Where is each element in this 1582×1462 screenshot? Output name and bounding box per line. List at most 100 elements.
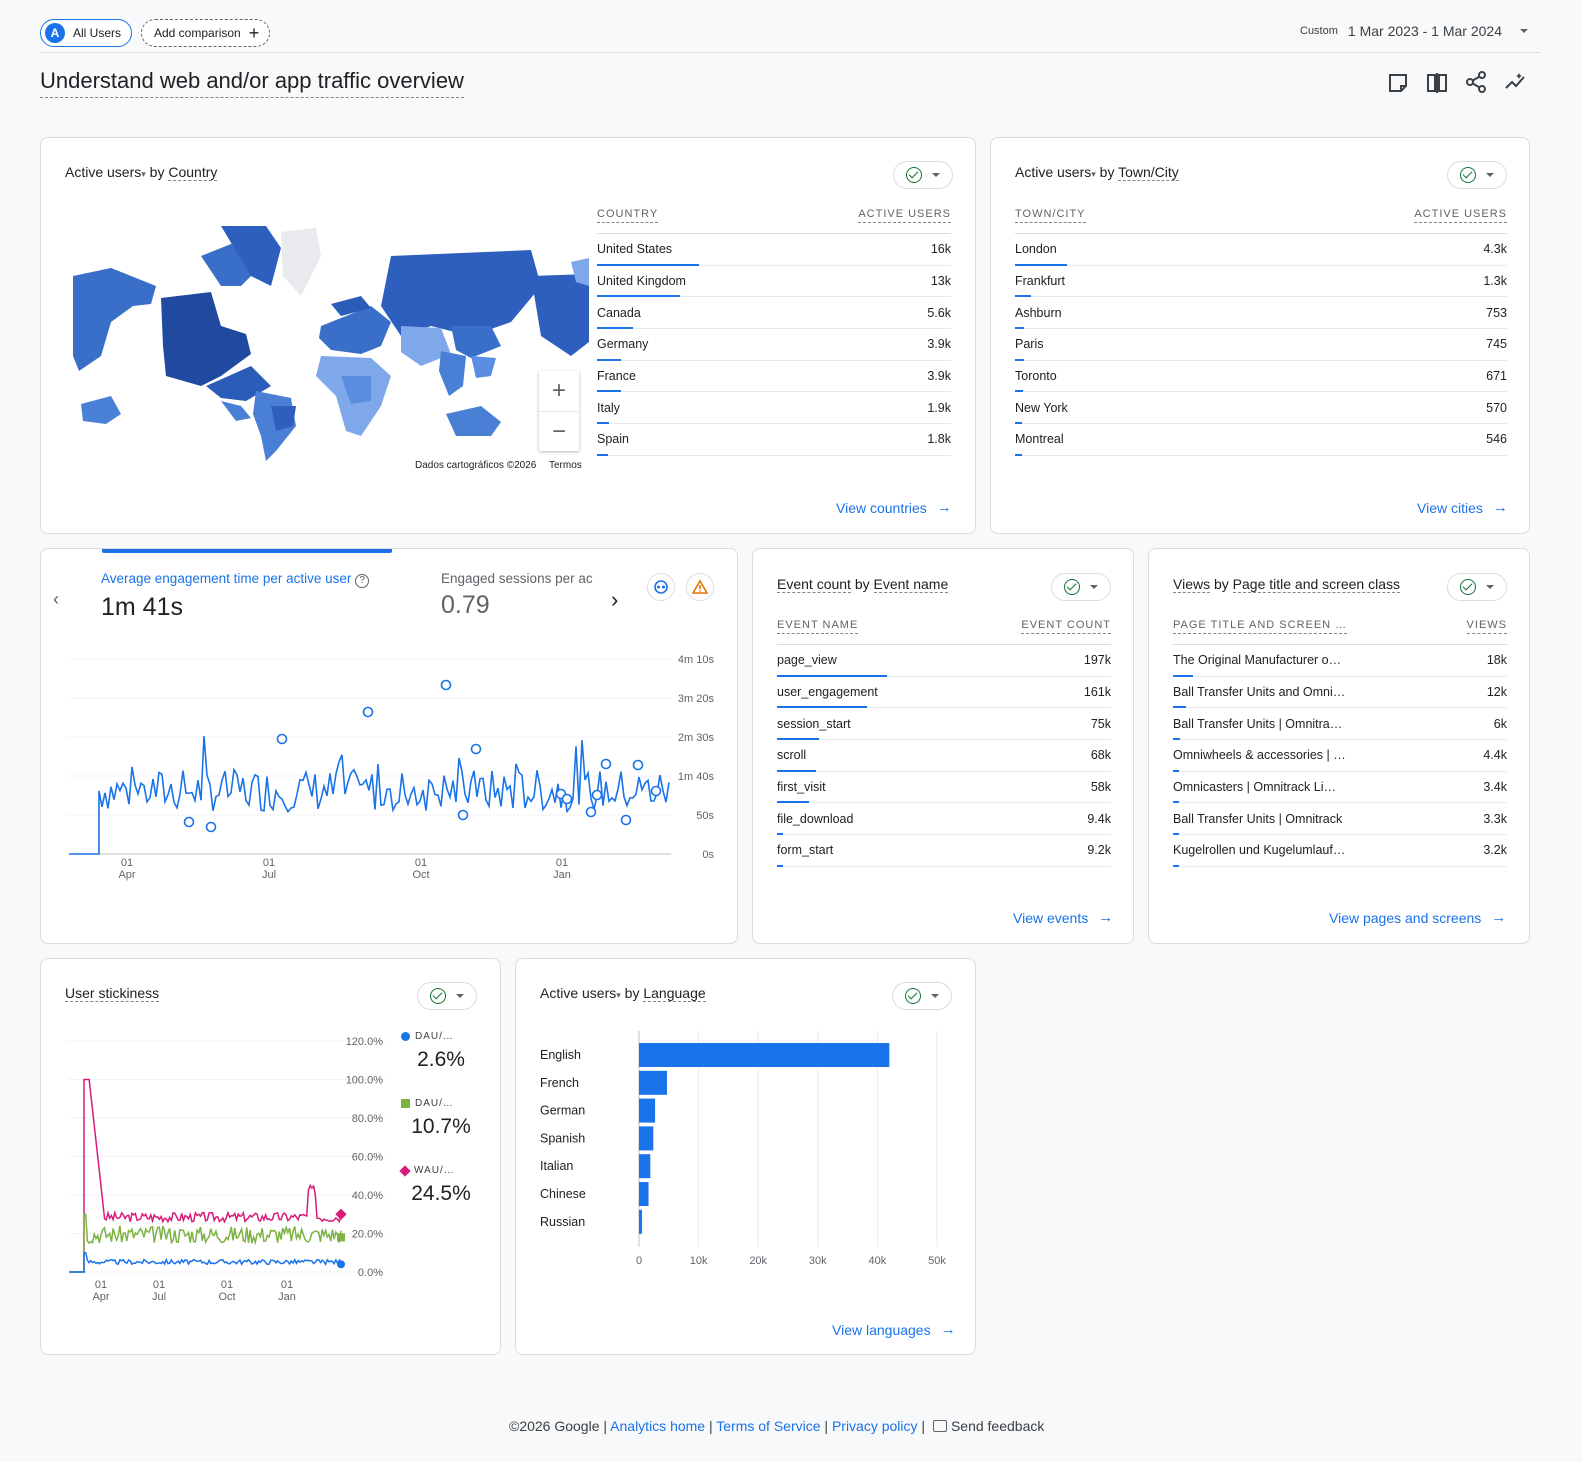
add-comparison-button[interactable]: Add comparison + (141, 19, 271, 47)
language-bar[interactable] (639, 1043, 890, 1067)
language-bar[interactable] (639, 1098, 656, 1123)
zoom-out-icon[interactable]: − (539, 411, 579, 451)
language-bar[interactable] (639, 1182, 649, 1206)
anomaly-marker[interactable] (591, 789, 603, 801)
table-row[interactable]: Italy 1.9k (597, 392, 951, 425)
footer-privacy-link[interactable]: Privacy policy (831, 1418, 918, 1434)
table-row[interactable]: Paris 745 (1015, 329, 1507, 361)
table-row[interactable]: United States 16k (597, 234, 951, 266)
stickiness-card-status[interactable] (417, 982, 477, 1010)
table-row[interactable]: session_start 75k (777, 708, 1111, 741)
metric-selector[interactable]: Active users (540, 985, 617, 1001)
dimension-selector[interactable]: Event name (873, 576, 949, 593)
table-row[interactable]: New York 570 (1015, 392, 1507, 425)
map-terms-link[interactable]: Termos (549, 460, 582, 471)
view-events-link[interactable]: View events → (1013, 909, 1113, 926)
table-row[interactable]: Kugelrollen und Kugelumlauf… 3.2k (1173, 835, 1507, 867)
table-row[interactable]: France 3.9k (597, 361, 951, 393)
anomaly-marker[interactable] (183, 816, 195, 828)
dimension-selector[interactable]: Language (643, 985, 706, 1002)
table-row[interactable]: Omniwheels & accessories | … 4.4k (1173, 740, 1507, 772)
anomaly-marker[interactable] (650, 785, 662, 797)
zoom-in-icon[interactable]: + (551, 377, 566, 404)
view-cities-link[interactable]: View cities → (1417, 499, 1508, 516)
table-row[interactable]: Spain 1.8k (597, 424, 951, 456)
col-country[interactable]: COUNTRY (597, 208, 659, 223)
table-row[interactable]: form_start 9.2k (777, 835, 1111, 867)
table-row[interactable]: Omnicasters | Omnitrack Li… 3.4k (1173, 772, 1507, 804)
col-views[interactable]: VIEWS (1466, 619, 1507, 634)
legend-item[interactable]: DAU/… 2.6% (401, 1031, 496, 1098)
chevron-right-icon[interactable]: › (611, 587, 619, 612)
view-pages-link[interactable]: View pages and screens → (1329, 909, 1506, 926)
col-page-title[interactable]: PAGE TITLE AND SCREEN … (1173, 619, 1348, 634)
footer-analytics-home-link[interactable]: Analytics home (610, 1418, 706, 1434)
pages-card-status[interactable] (1447, 573, 1507, 601)
anomaly-marker[interactable] (457, 809, 469, 821)
language-bar[interactable] (639, 1126, 654, 1151)
chevron-left-icon[interactable]: ‹ (53, 589, 59, 609)
dimension-selector[interactable]: Country (168, 164, 218, 181)
help-icon[interactable]: ? (355, 574, 370, 588)
anomaly-marker[interactable] (440, 679, 452, 691)
metric-tab-engagement-time[interactable]: Average engagement time per active user … (101, 571, 370, 622)
legend-item[interactable]: DAU/… 10.7% (401, 1098, 496, 1165)
insights-icon[interactable] (1504, 71, 1526, 93)
view-languages-link[interactable]: View languages → (832, 1321, 956, 1338)
share-icon[interactable] (1465, 71, 1487, 93)
table-row[interactable]: London 4.3k (1015, 234, 1507, 266)
anomaly-marker[interactable] (585, 806, 597, 818)
view-countries-link[interactable]: View countries → (836, 499, 952, 516)
table-row[interactable]: user_engagement 161k (777, 677, 1111, 709)
table-row[interactable]: Ball Transfer Units | Omnitrack 3.3k (1173, 803, 1507, 836)
table-row[interactable]: file_download 9.4k (777, 803, 1111, 836)
footer-terms-link[interactable]: Terms of Service (716, 1418, 821, 1434)
table-row[interactable]: scroll 68k (777, 740, 1111, 772)
city-card-status[interactable] (1447, 161, 1507, 189)
table-row[interactable]: Germany 3.9k (597, 329, 951, 361)
anomaly-marker[interactable] (276, 733, 288, 745)
language-card-status[interactable] (892, 982, 952, 1010)
anomaly-marker[interactable] (600, 758, 612, 770)
stickiness-line-chart[interactable]: 120.0%100.0%80.0%60.0%40.0%20.0%0.0%01Ap… (41, 1029, 401, 1309)
table-row[interactable]: Ball Transfer Units | Omnitra… 6k (1173, 708, 1507, 741)
legend-item[interactable]: WAU/… 24.5% (399, 1164, 496, 1232)
anomaly-marker[interactable] (205, 821, 217, 833)
table-row[interactable]: United Kingdom 13k (597, 266, 951, 298)
anomaly-icon[interactable] (647, 573, 675, 601)
table-row[interactable]: first_visit 58k (777, 772, 1111, 804)
table-row[interactable]: Canada 5.6k (597, 297, 951, 330)
anomaly-marker[interactable] (620, 814, 632, 826)
table-row[interactable]: Montreal 546 (1015, 424, 1507, 456)
warning-icon[interactable] (686, 573, 714, 601)
language-bar[interactable] (639, 1209, 642, 1234)
compare-icon[interactable] (1426, 72, 1448, 94)
metric-selector[interactable]: Views (1173, 576, 1211, 593)
language-bar[interactable] (639, 1154, 651, 1179)
anomaly-marker[interactable] (632, 759, 644, 771)
customize-report-icon[interactable] (1387, 72, 1409, 94)
metric-selector[interactable]: Active users (65, 164, 142, 180)
send-feedback-link[interactable]: Send feedback (950, 1418, 1045, 1434)
table-row[interactable]: Ball Transfer Units and Omni… 12k (1173, 677, 1507, 709)
all-users-chip[interactable]: A All Users (40, 19, 133, 47)
events-card-status[interactable] (1051, 573, 1111, 601)
dimension-selector[interactable]: Page title and screen class (1232, 576, 1400, 593)
table-row[interactable]: Ashburn 753 (1015, 297, 1507, 330)
anomaly-marker[interactable] (362, 706, 374, 718)
feedback-icon[interactable] (932, 1420, 947, 1432)
metric-selector[interactable]: Active users (1015, 164, 1092, 180)
date-range-picker[interactable]: Custom 1 Mar 2023 - 1 Mar 2024 (1300, 23, 1528, 39)
table-row[interactable]: page_view 197k (777, 645, 1111, 677)
language-bar[interactable] (639, 1070, 668, 1095)
col-city[interactable]: TOWN/CITY (1015, 208, 1086, 223)
col-event-name[interactable]: EVENT NAME (777, 619, 859, 634)
metric-selector[interactable]: Event count (777, 576, 851, 593)
col-active-users[interactable]: ACTIVE USERS (1414, 208, 1507, 223)
language-bar-chart[interactable]: 0 10k 20k 30k 40k 50k English French German Spani… (516, 1029, 977, 1279)
dimension-selector[interactable]: Town/City (1118, 164, 1179, 181)
col-active-users[interactable]: ACTIVE USERS (858, 208, 951, 223)
table-row[interactable]: Toronto 671 (1015, 361, 1507, 393)
col-event-count[interactable]: EVENT COUNT (1021, 619, 1111, 634)
